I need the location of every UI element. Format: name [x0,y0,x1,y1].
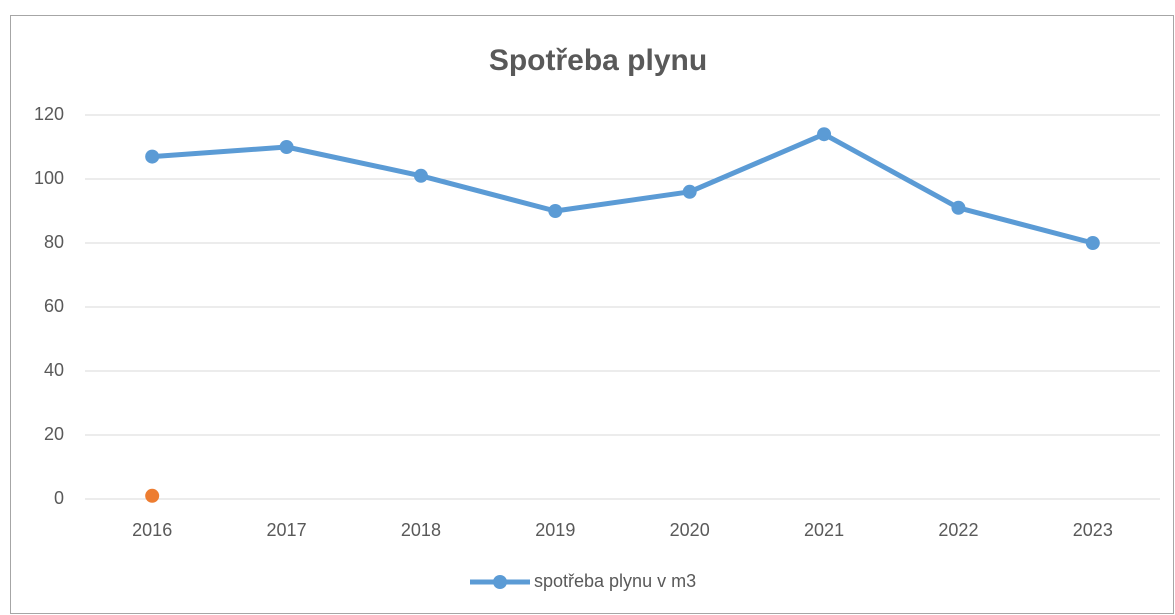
series-line [152,131,1094,246]
data-point [548,204,563,218]
y-tick-label: 100 [34,168,64,188]
x-tick-label: 2017 [267,520,307,540]
x-tick-label: 2019 [535,520,575,540]
x-tick-label: 2020 [670,520,710,540]
data-point [1085,236,1100,250]
chart-frame [10,15,1174,614]
y-tick-label: 20 [44,424,64,444]
y-tick-label: 40 [44,360,64,380]
legend-label: spotřeba plynu v m3 [534,571,696,591]
y-tick-label: 0 [54,488,64,508]
x-tick-label: 2023 [1073,520,1113,540]
data-point [413,168,428,183]
y-tick-label: 120 [34,104,64,124]
x-tick-label: 2021 [804,520,844,540]
data-point [682,184,697,199]
x-tick-label: 2016 [132,520,172,540]
chart-title: Spotřeba plynu [489,44,707,77]
data-point [279,140,294,154]
x-tick-label: 2018 [401,520,441,540]
y-tick-label: 60 [44,296,64,316]
data-point [951,200,966,215]
y-tick-label: 80 [44,232,64,252]
data-point [145,488,160,503]
legend-marker [493,575,507,589]
x-tick-label: 2022 [938,520,978,540]
data-point [817,127,832,142]
data-point [145,149,160,164]
